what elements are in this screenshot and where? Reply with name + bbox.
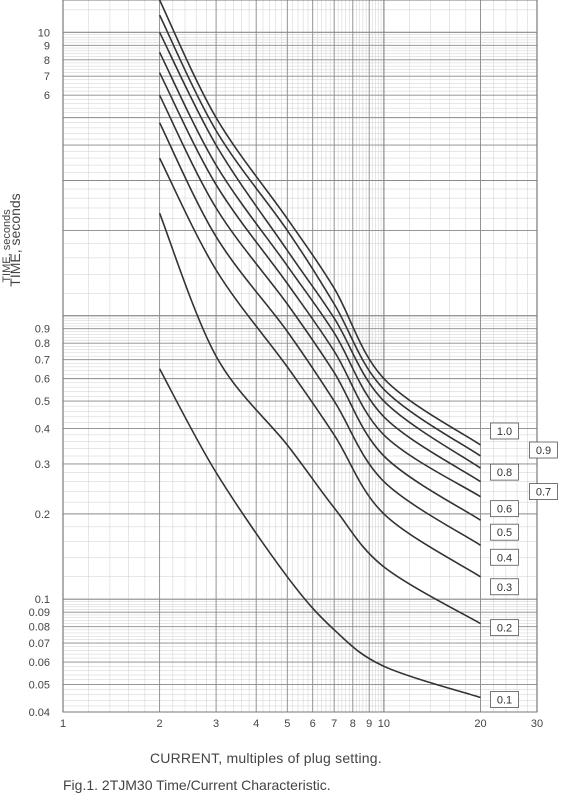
x-tick-label: 10 <box>378 718 390 730</box>
x-tick-label: 20 <box>474 718 486 730</box>
curve-label: 0.5 <box>497 527 512 539</box>
x-tick-label: 7 <box>331 718 337 730</box>
grid-minor <box>63 0 537 712</box>
x-tick-label: 2 <box>157 718 163 730</box>
y-tick-label: 0.07 <box>29 638 50 650</box>
curve-label-box <box>490 691 519 708</box>
curve-label: 0.7 <box>536 487 551 499</box>
curve-label-box <box>529 441 558 459</box>
curve-0-2 <box>158 212 481 625</box>
y-tick-label: 0.5 <box>35 396 50 408</box>
curve-label-box <box>490 422 519 440</box>
curve-0-7 <box>158 51 481 483</box>
y-tick-label: 0.1 <box>35 594 50 606</box>
y-tick-label: 7 <box>44 71 50 83</box>
curve-0-1 <box>158 368 481 699</box>
curve-label: 0.2 <box>497 623 512 635</box>
y-tick-label: 10 <box>38 27 50 39</box>
y-tick-label: 0.8 <box>35 338 50 350</box>
curve-0-9 <box>158 14 481 457</box>
y-tick-label: 9 <box>44 40 50 52</box>
curve-0-8 <box>158 31 481 469</box>
y-tick-label: 6 <box>44 90 50 102</box>
y-tick-label: 0.2 <box>35 509 50 521</box>
y-axis-label-group: TIME, seconds <box>7 193 23 286</box>
y-tick-label: 0.05 <box>29 680 50 692</box>
y-tick-label: 0.04 <box>29 707 50 719</box>
curve-label: 0.6 <box>497 504 512 516</box>
x-tick-labels: 1 2 3 4 5 6 7 8 9 10 20 30 <box>60 718 543 730</box>
y-axis-label: TIME, seconds <box>7 193 23 286</box>
y-tick-label: 8 <box>44 55 50 67</box>
x-tick-label: 5 <box>284 718 290 730</box>
plot-frame <box>62 0 538 713</box>
x-tick-label: 30 <box>531 718 543 730</box>
curve-label-box <box>490 578 519 596</box>
y-tick-label: 0.6 <box>35 374 50 386</box>
curve-0-5 <box>158 94 481 521</box>
x-tick-label: 8 <box>350 718 356 730</box>
y-tick-labels: 109 8 7 6 0.9 0.8 0.7 0.6 0.5 0.4 0.3 0.2 0.10.09 0.0… <box>29 27 50 719</box>
y-tick-label: 0.7 <box>35 355 50 367</box>
x-tick-label: 1 <box>60 718 66 730</box>
y-axis-label-secondary: TIME, seconds <box>1 209 13 283</box>
x-tick-label: 6 <box>310 718 316 730</box>
x-tick-label: 3 <box>213 718 219 730</box>
y-tick-label: 0.9 <box>35 324 50 336</box>
curve-label: 1.0 <box>497 426 512 438</box>
curve-label: 0.4 <box>497 552 512 564</box>
curve-0-6 <box>158 72 481 498</box>
y-tick-label: 0.06 <box>29 657 50 669</box>
curve-0-4 <box>158 122 481 546</box>
y-tick-label: 0.09 <box>29 607 50 619</box>
curve-1-0 <box>158 0 481 446</box>
curve-label: 0.8 <box>497 467 512 479</box>
x-tick-label: 4 <box>253 718 259 730</box>
curve-0-3 <box>158 157 481 578</box>
y-axis-label-small-group: TIME, seconds <box>1 209 13 283</box>
curve-label: 0.1 <box>497 695 512 707</box>
y-tick-label: 0.08 <box>29 622 50 634</box>
y-tick-label: 0.4 <box>35 424 50 436</box>
figure-caption: Fig.1. 2TJM30 Time/Current Characteristi… <box>63 777 331 793</box>
x-axis-label: CURRENT, multiples of plug setting. <box>150 750 382 766</box>
curve-label-box <box>490 619 519 637</box>
curves <box>158 0 481 699</box>
curve-label-box <box>490 548 519 566</box>
curve-label-box <box>490 500 519 518</box>
curve-label-box <box>529 483 558 500</box>
curve-label: 0.3 <box>497 582 512 594</box>
y-tick-label: 0.3 <box>35 459 50 471</box>
x-tick-label: 9 <box>366 718 372 730</box>
curve-label-box <box>490 463 519 481</box>
curve-label-box <box>490 523 519 541</box>
curve-label: 0.9 <box>536 445 551 457</box>
curve-labels: 1.0 0.9 0.8 0.7 0.6 0.5 0.4 0.3 0.2 0.1 <box>490 422 558 708</box>
